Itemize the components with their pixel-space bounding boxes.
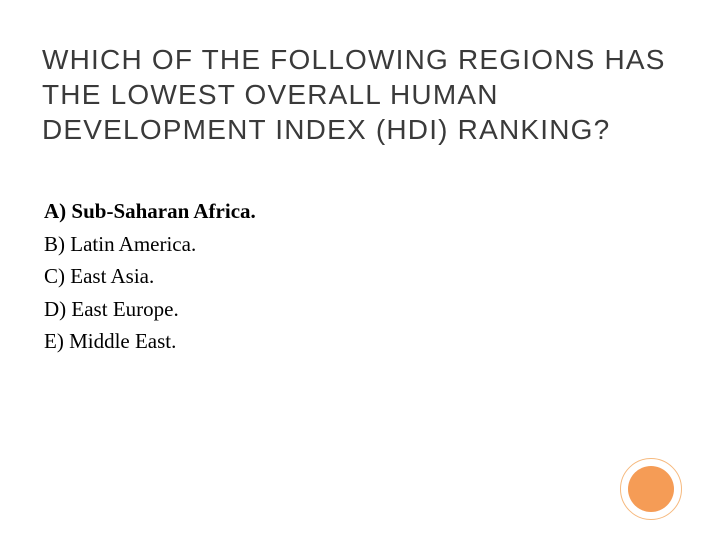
circle-inner-fill-icon: [628, 466, 674, 512]
question-title: WHICH OF THE FOLLOWING REGIONS HAS THE L…: [42, 42, 678, 147]
option-b: B) Latin America.: [44, 228, 678, 261]
option-a: A) Sub-Saharan Africa.: [44, 195, 678, 228]
option-e: E) Middle East.: [44, 325, 678, 358]
options-list: A) Sub-Saharan Africa. B) Latin America.…: [42, 195, 678, 358]
slide: WHICH OF THE FOLLOWING REGIONS HAS THE L…: [0, 0, 720, 540]
decorative-circle-icon: [620, 458, 682, 520]
option-d: D) East Europe.: [44, 293, 678, 326]
option-c: C) East Asia.: [44, 260, 678, 293]
